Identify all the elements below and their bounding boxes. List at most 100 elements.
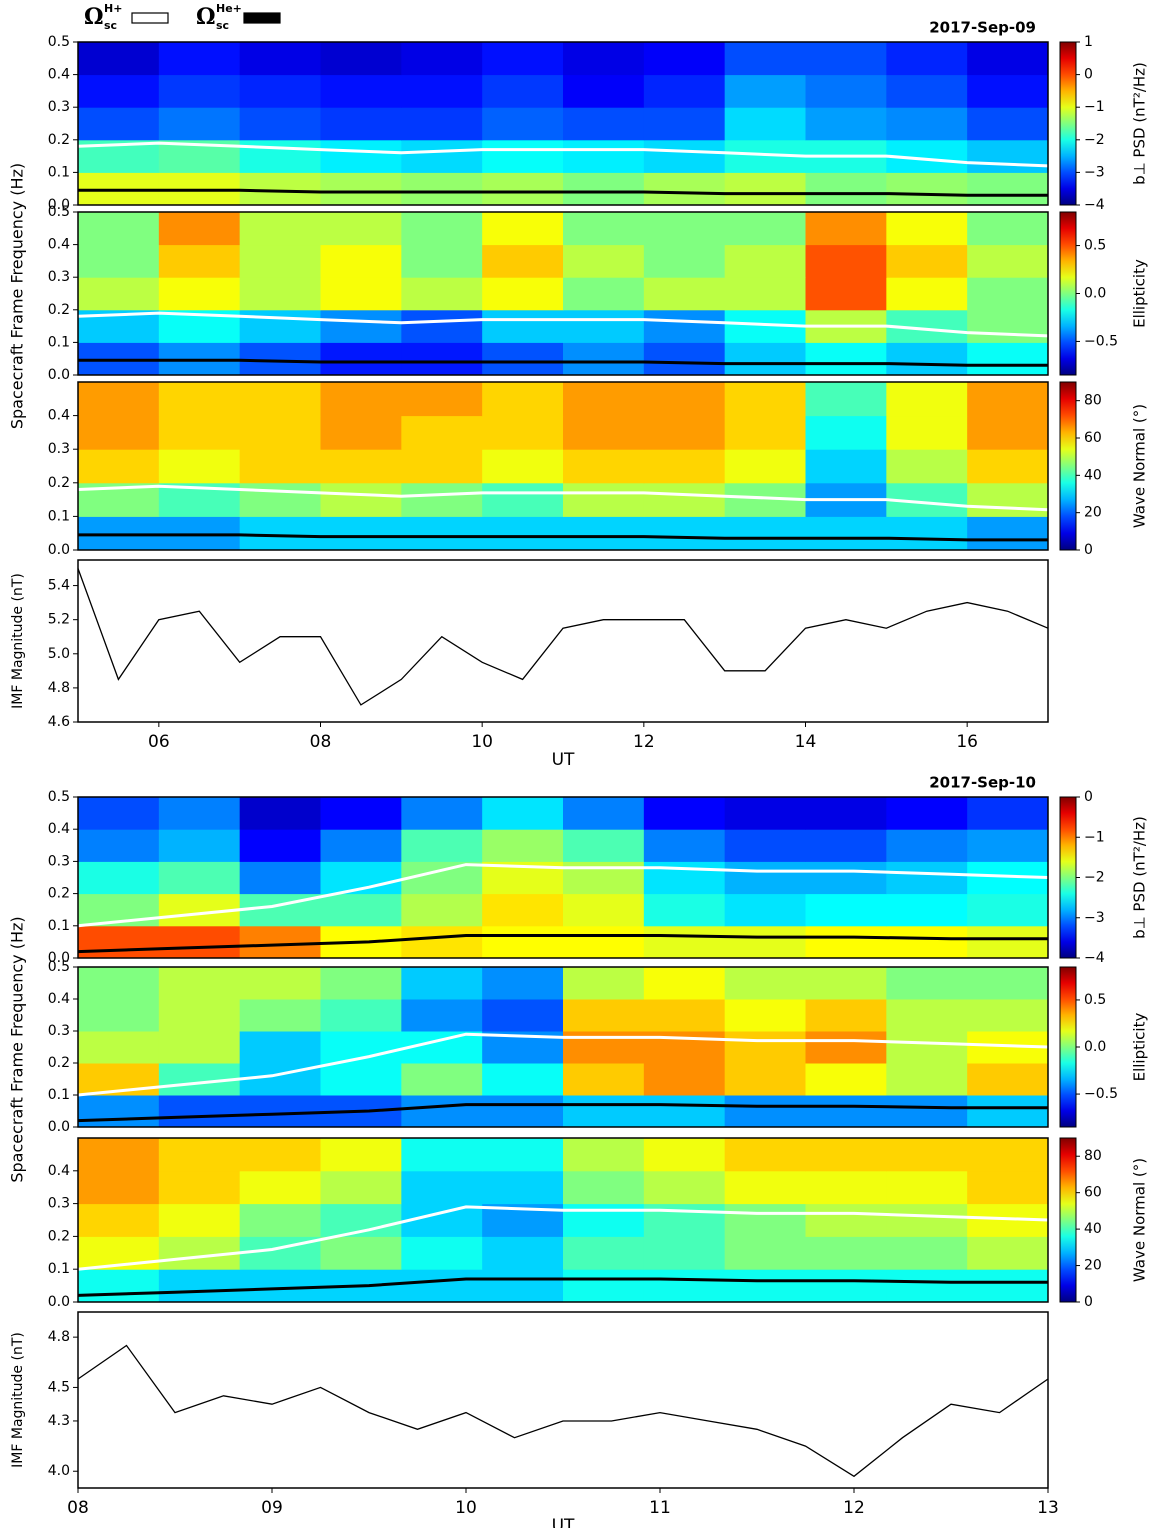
heatmap-cell [482, 893, 564, 927]
heatmap-cell [967, 516, 1049, 551]
heatmap-cell [320, 244, 402, 278]
heatmap-cell [158, 999, 241, 1032]
heatmap-cell [563, 1031, 645, 1064]
heatmap-cell [886, 1063, 968, 1096]
y-tick-label: 0.1 [48, 1087, 70, 1103]
heatmap-cell [320, 449, 402, 484]
heatmap-cell [724, 277, 806, 311]
heatmap-cell [563, 999, 645, 1032]
colorbar-tick-label: −0.5 [1084, 1086, 1118, 1102]
colorbar-tick-label: 0 [1084, 542, 1093, 558]
heatmap-cell [643, 1203, 726, 1237]
colorbar-tick-label: 0 [1084, 789, 1093, 805]
heatmap-cell [78, 42, 160, 76]
heatmap-cell [320, 42, 402, 76]
heatmap-cell [967, 797, 1049, 830]
heatmap-cell [805, 342, 887, 376]
heatmap-cell [482, 1170, 564, 1205]
heatmap-cell [643, 1236, 726, 1270]
heatmap-cell [967, 309, 1049, 343]
heatmap-cell [563, 74, 645, 108]
y-tick-label: 0.4 [48, 67, 70, 83]
y-tick-label: 0.2 [48, 1055, 70, 1071]
heatmap-cell [967, 277, 1049, 311]
heatmap-cell [805, 1031, 887, 1064]
heatmap-cell [482, 244, 564, 278]
heatmap-cell [320, 382, 402, 417]
colorbar-label: Wave Normal (°) [1131, 1158, 1149, 1282]
x-tick-label: 11 [649, 1498, 671, 1518]
heatmap-cell [967, 1138, 1049, 1172]
heatmap-cell [563, 309, 645, 343]
heatmap-cell [563, 139, 645, 173]
heatmap-cell [643, 1138, 726, 1172]
heatmap-cell [158, 449, 241, 484]
heatmap-cell [482, 1138, 564, 1172]
y-tick-label: 0.4 [48, 237, 70, 253]
colorbar-tick-label: 20 [1084, 505, 1102, 521]
heatmap-cell [158, 42, 241, 76]
y-tick-label: 0.3 [48, 1023, 70, 1039]
x-tick-label: 13 [1037, 1498, 1059, 1518]
imf-line [77, 568, 1049, 706]
heatmap-cell [724, 967, 806, 1000]
heatmap-cell [239, 42, 321, 76]
heatmap-cell [643, 1063, 726, 1096]
heatmap-cell [563, 1095, 645, 1128]
heatmap-cell [239, 212, 321, 246]
legend-swatch [131, 12, 169, 24]
y-tick-label: 0.4 [48, 408, 70, 424]
heatmap-cell [78, 1269, 160, 1303]
heatmap-cell [401, 1236, 483, 1270]
colorbar-tick-label: −4 [1084, 197, 1105, 213]
heatmap-cell [401, 797, 483, 830]
legend-sup: H+ [104, 2, 122, 15]
heatmap-cell [401, 382, 483, 417]
heatmap-cell [482, 925, 564, 959]
heatmap-cell [643, 415, 726, 450]
heatmap-cell [805, 999, 887, 1032]
heatmap-cell [643, 797, 726, 830]
heatmap-cell [239, 172, 321, 206]
heatmap-cell [967, 172, 1049, 206]
y-tick-label: 4.6 [48, 714, 70, 730]
heatmap-cell [320, 797, 402, 830]
x-tick-label: 14 [795, 732, 817, 752]
heatmap-cell [886, 893, 968, 927]
heatmap-cell [482, 309, 564, 343]
colorbar-tick-label: 20 [1084, 1258, 1102, 1274]
heatmap-cell [643, 277, 726, 311]
heatmap-cell [724, 1236, 806, 1270]
heatmap-cell [158, 1138, 241, 1172]
gyrofrequency-line [78, 533, 1048, 542]
heatmap-cell [320, 893, 402, 927]
heatmap-cell [482, 1095, 564, 1128]
heatmap-cell [805, 1138, 887, 1172]
colorbar [1059, 966, 1077, 1128]
y-tick-label: 0.0 [48, 367, 70, 383]
heatmap-cell [805, 967, 887, 1000]
heatmap-cell [643, 925, 726, 959]
heatmap-cell [724, 107, 806, 141]
gyrofrequency-line [78, 358, 1048, 367]
heatmap-cell [724, 893, 806, 927]
heatmap-cell [482, 74, 564, 108]
x-tick-label: 09 [261, 1498, 283, 1518]
heatmap-cell [482, 277, 564, 311]
heatmap-cell [239, 244, 321, 278]
heatmap-cell [563, 415, 645, 450]
heatmap-cell [805, 212, 887, 246]
x-tick-label: 06 [148, 732, 170, 752]
heatmap-cell [158, 1269, 241, 1303]
colorbar [1059, 796, 1077, 959]
heatmap-cell [886, 382, 968, 417]
colorbar-label: Ellipticity [1131, 259, 1149, 328]
heatmap-cell [482, 967, 564, 1000]
y-tick-label: 0.0 [48, 197, 70, 213]
heatmap-cell [805, 172, 887, 206]
colorbar-tick-label: −0.5 [1084, 333, 1118, 349]
plot-frame [77, 381, 1049, 551]
heatmap-cell [158, 861, 241, 895]
heatmap-cell [805, 1236, 887, 1270]
heatmap-cell [78, 1203, 160, 1237]
